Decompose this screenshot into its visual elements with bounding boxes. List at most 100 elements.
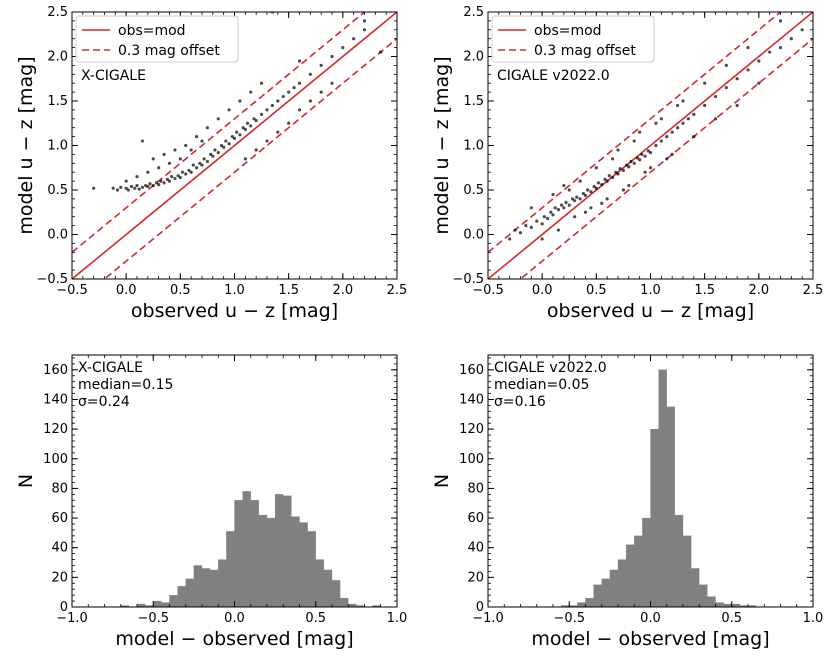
data-point — [605, 197, 609, 201]
x-tick-label: 1.0 — [803, 611, 824, 626]
histogram-bar — [650, 428, 659, 608]
x-tick-label: 1.0 — [387, 611, 408, 626]
plot-area — [72, 12, 397, 279]
data-point — [578, 197, 582, 201]
histogram-bar — [690, 568, 700, 608]
data-point — [596, 181, 601, 185]
data-point — [643, 170, 647, 174]
data-point — [227, 108, 231, 112]
data-point — [252, 117, 256, 121]
data-point — [245, 121, 250, 125]
histogram-bar — [242, 491, 251, 608]
x-tick-label: 1.0 — [640, 283, 661, 298]
data-point — [603, 177, 607, 181]
data-point — [556, 228, 561, 232]
data-point — [529, 225, 533, 229]
data-point — [594, 166, 598, 170]
data-point — [198, 161, 202, 165]
panel-annotation: CIGALE v2022.0 — [497, 68, 610, 84]
x-axis-label: observed u − z [mag] — [131, 300, 338, 322]
data-point — [600, 183, 604, 187]
data-point — [692, 135, 696, 139]
x-tick-label: −0.5 — [56, 283, 88, 298]
data-point — [632, 139, 636, 143]
histogram-bar — [161, 602, 170, 608]
histogram-bar — [634, 535, 643, 608]
data-point — [254, 118, 258, 123]
data-point — [692, 112, 696, 116]
plot-area — [488, 12, 813, 279]
data-point — [570, 197, 575, 201]
y-tick-label: 1.0 — [47, 139, 68, 154]
data-point — [159, 179, 163, 183]
scatter-panel-xcigale: −0.5 0.0 0.5 1.0 1.5 2.0 2.5 −0.5 0.0 0.5 1.0 1.5 2.… — [15, 5, 407, 322]
data-point — [151, 157, 155, 161]
data-point — [137, 187, 141, 191]
data-point — [589, 190, 593, 194]
data-point — [148, 182, 152, 186]
data-point — [227, 142, 231, 146]
y-tick-label: 0.5 — [47, 183, 68, 198]
y-tick-label: 1.5 — [47, 94, 68, 109]
data-point — [746, 46, 750, 50]
offset-line — [519, 38, 813, 279]
y-tick-label: 160 — [43, 363, 68, 378]
data-point — [115, 188, 120, 192]
histogram-bar — [339, 597, 349, 608]
data-point — [173, 176, 177, 181]
data-point — [140, 185, 145, 189]
y-tick-label: 0 — [476, 600, 484, 615]
data-point — [621, 168, 626, 173]
x-tick-label: 2.5 — [803, 283, 824, 298]
histogram-panel-cigale-v2022: −1.0 −0.5 0.0 0.5 1.0 0 20 40 60 80 100 120 140 160 mo… — [431, 354, 824, 650]
data-point — [635, 156, 640, 160]
data-point — [556, 207, 561, 212]
histogram-bar — [153, 600, 162, 608]
data-point — [654, 121, 658, 125]
data-point — [243, 157, 247, 161]
data-point — [625, 163, 629, 167]
data-point — [529, 206, 533, 210]
y-axis-label: N — [431, 474, 453, 488]
data-point — [124, 179, 128, 183]
data-point — [581, 191, 585, 196]
data-point — [180, 170, 185, 174]
legend-label: 0.3 mag offset — [118, 43, 220, 59]
data-point — [627, 165, 631, 169]
data-point — [162, 152, 166, 156]
y-tick-label: 2.0 — [463, 50, 484, 65]
data-point — [670, 130, 674, 134]
data-point — [254, 148, 258, 152]
offset-line — [488, 12, 782, 253]
data-point — [330, 54, 334, 59]
data-point — [187, 168, 191, 173]
data-point — [319, 90, 323, 94]
data-point — [724, 86, 728, 90]
x-tick-label: 0.5 — [305, 611, 326, 626]
histogram-bar — [177, 586, 186, 608]
x-tick-label: −0.5 — [137, 611, 169, 626]
data-point — [287, 90, 291, 94]
data-point — [513, 228, 517, 232]
data-point — [276, 99, 280, 103]
data-point — [124, 186, 128, 190]
data-point — [583, 210, 588, 214]
axes-frame — [487, 11, 814, 280]
histogram-bar — [674, 514, 684, 608]
data-point — [165, 177, 169, 181]
data-point — [202, 157, 206, 161]
data-point — [713, 94, 718, 99]
y-tick-label: 120 — [43, 422, 68, 437]
data-point — [638, 158, 642, 162]
y-axis-label: model u − z [mag] — [15, 56, 37, 234]
data-point — [646, 149, 650, 153]
data-point — [297, 81, 302, 85]
y-tick-label: 80 — [51, 481, 68, 496]
data-point — [735, 77, 739, 81]
data-point — [627, 183, 631, 188]
data-point — [135, 175, 139, 179]
histogram-bar — [609, 569, 619, 608]
data-point — [573, 199, 577, 203]
